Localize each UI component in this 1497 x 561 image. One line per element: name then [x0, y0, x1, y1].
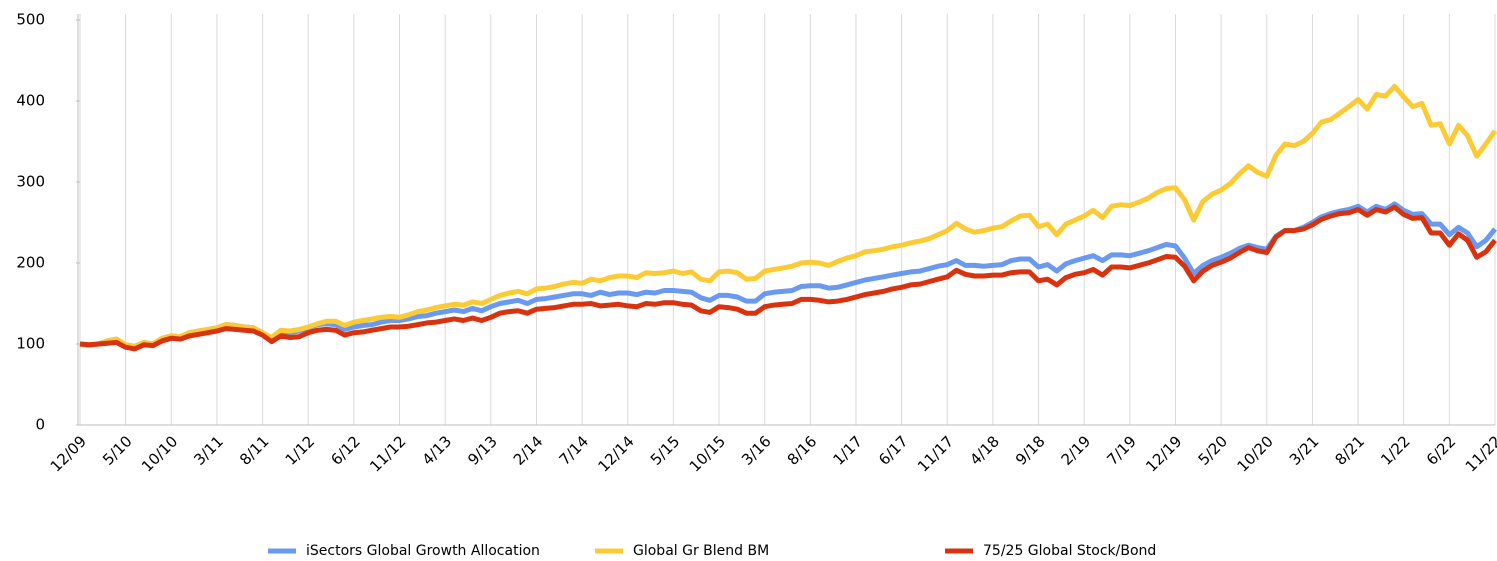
x-tick-label: 6/17 [875, 432, 912, 469]
x-tick-label: 10/15 [686, 432, 729, 475]
y-tick-label: 300 [16, 173, 45, 191]
x-tick-label: 7/14 [556, 432, 593, 469]
series-line [79, 83, 1497, 349]
x-tick-label: 6/12 [327, 432, 364, 469]
x-tick-label: 9/18 [1012, 432, 1049, 469]
x-tick-label: 2/14 [510, 432, 547, 469]
y-tick-label: 200 [16, 254, 45, 272]
x-tick-label: 5/15 [647, 432, 684, 469]
x-tick-label: 11/17 [914, 432, 957, 475]
x-tick-label: 7/19 [1103, 432, 1140, 469]
x-tick-label: 12/14 [594, 432, 637, 475]
x-tick-label: 9/13 [464, 432, 501, 469]
x-tick-label: 8/21 [1332, 432, 1369, 469]
x-tick-label: 5/10 [99, 432, 136, 469]
x-tick-label: 3/21 [1286, 432, 1323, 469]
x-tick-label: 4/13 [419, 432, 456, 469]
x-tick-label: 11/12 [366, 432, 409, 475]
x-tick-label: 10/20 [1233, 432, 1276, 475]
x-tick-label: 6/22 [1423, 432, 1460, 469]
x-tick-label: 10/10 [138, 432, 181, 475]
legend-label: Global Gr Blend BM [633, 543, 769, 559]
y-tick-label: 0 [35, 416, 45, 434]
y-tick-label: 400 [16, 92, 45, 110]
y-tick-label: 100 [16, 335, 45, 353]
x-tick-label: 11/22 [1462, 432, 1497, 475]
series-line [79, 201, 1497, 349]
x-tick-label: 1/22 [1377, 432, 1414, 469]
x-tick-label: 12/19 [1142, 432, 1185, 475]
x-tick-label: 8/16 [784, 432, 821, 469]
x-tick-label: 8/11 [236, 432, 273, 469]
legend-label: 75/25 Global Stock/Bond [983, 543, 1156, 559]
x-tick-label: 3/11 [190, 432, 227, 469]
x-tick-label: 2/19 [1058, 432, 1095, 469]
x-tick-label: 1/12 [282, 432, 319, 469]
y-tick-label: 500 [16, 11, 45, 29]
legend-label: iSectors Global Growth Allocation [306, 543, 540, 559]
legend: iSectors Global Growth Allocation Global … [268, 543, 1156, 559]
series-line [79, 204, 1497, 352]
x-tick-label: 3/16 [738, 432, 775, 469]
x-tick-label: 5/20 [1195, 432, 1232, 469]
x-tick-label: 12/09 [47, 432, 90, 475]
x-tick-label: 1/17 [829, 432, 866, 469]
x-tick-label: 4/18 [966, 432, 1003, 469]
